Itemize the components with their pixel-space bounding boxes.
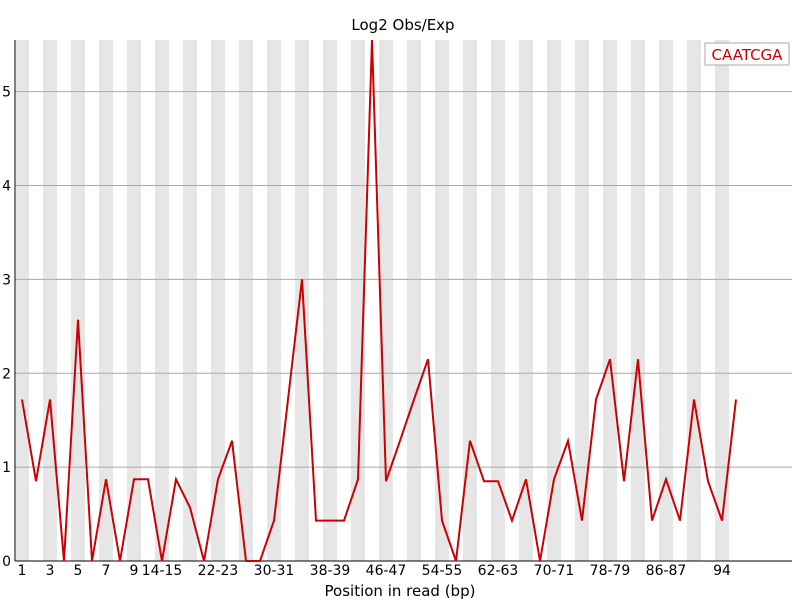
x-tick-label: 5	[74, 563, 83, 579]
y-tick-label: 3	[2, 272, 11, 288]
x-tick-label: 3	[46, 563, 55, 579]
background-band	[183, 40, 197, 561]
background-band	[379, 40, 393, 561]
background-band	[547, 40, 561, 561]
background-band	[295, 40, 309, 561]
background-band	[659, 40, 673, 561]
background-band	[631, 40, 645, 561]
y-tick-label: 1	[2, 460, 11, 476]
y-tick-labels: 0 1 2 3 4 5	[2, 85, 11, 570]
background-band	[491, 40, 505, 561]
x-axis-title: Position in read (bp)	[325, 582, 476, 600]
y-tick-label: 0	[2, 554, 11, 570]
x-tick-label: 78-79	[590, 563, 631, 579]
background-band	[463, 40, 477, 561]
background-band	[71, 40, 85, 561]
x-tick-label: 46-47	[366, 563, 407, 579]
background-band	[603, 40, 617, 561]
x-tick-label: 1	[18, 563, 27, 579]
background-band	[715, 40, 729, 561]
axes	[14, 40, 792, 562]
background-band	[16, 40, 29, 561]
series-line	[21, 39, 737, 562]
x-tick-label: 62-63	[478, 563, 519, 579]
y-tick-label: 5	[2, 85, 11, 101]
x-tick-label: 54-55	[422, 563, 463, 579]
background-band	[267, 40, 281, 561]
y-tick-label: 2	[2, 366, 11, 382]
background-band	[351, 40, 365, 561]
background-band	[127, 40, 141, 561]
background-band	[687, 40, 701, 561]
x-tick-label: 7	[102, 563, 111, 579]
x-tick-label: 86-87	[646, 563, 687, 579]
x-tick-label: 14-15	[142, 563, 183, 579]
background-band	[407, 40, 421, 561]
background-band	[99, 40, 113, 561]
x-tick-label: 94	[713, 563, 731, 579]
background-band	[519, 40, 533, 561]
background-band	[43, 40, 57, 561]
x-tick-label: 22-23	[198, 563, 239, 579]
chart-title: Log2 Obs/Exp	[351, 16, 454, 34]
x-tick-label: 30-31	[254, 563, 295, 579]
x-tick-label: 38-39	[310, 563, 351, 579]
background-band	[211, 40, 225, 561]
background-band	[239, 40, 253, 561]
legend-label: CAATCGA	[712, 46, 784, 64]
legend: CAATCGA	[704, 42, 790, 66]
background-band	[435, 40, 449, 561]
y-tick-label: 4	[2, 179, 11, 195]
background-bands	[16, 40, 729, 561]
background-band	[323, 40, 337, 561]
background-band	[575, 40, 589, 561]
x-tick-label: 70-71	[534, 563, 575, 579]
background-band	[155, 40, 169, 561]
legend-box	[704, 42, 790, 66]
horizontal-gridlines	[15, 91, 792, 468]
x-tick-label: 9	[130, 563, 139, 579]
series-layer	[21, 39, 737, 562]
x-tick-labels: 1 3 5 7 9 14-15 22-23 30-31 38-39 46-47 54-55 62-63…	[18, 563, 731, 579]
